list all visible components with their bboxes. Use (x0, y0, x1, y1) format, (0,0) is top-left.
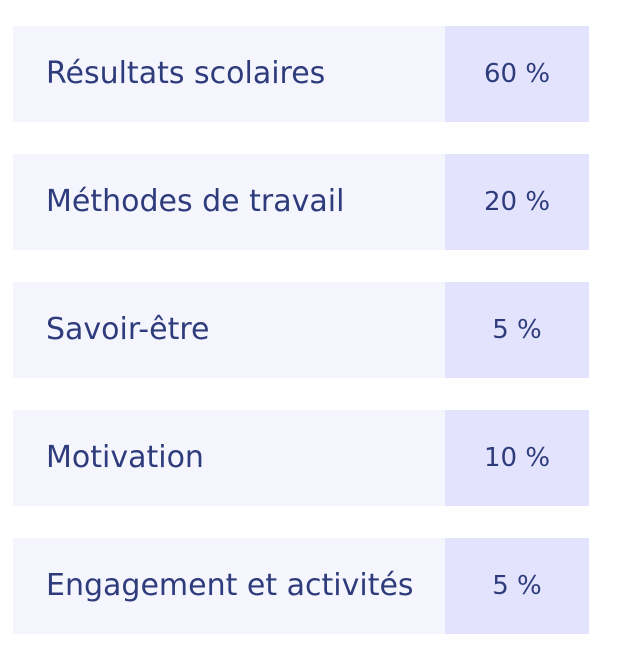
criterion-label: Motivation (13, 410, 445, 506)
criterion-weight: 10 % (445, 410, 589, 506)
criterion-row-savoir-etre: Savoir-être 5 % (13, 282, 589, 378)
criterion-label: Résultats scolaires (13, 26, 445, 122)
criterion-weight: 5 % (445, 282, 589, 378)
criterion-label: Méthodes de travail (13, 154, 445, 250)
criterion-weight: 20 % (445, 154, 589, 250)
criterion-row-motivation: Motivation 10 % (13, 410, 589, 506)
criterion-label: Savoir-être (13, 282, 445, 378)
criterion-row-methodes-de-travail: Méthodes de travail 20 % (13, 154, 589, 250)
criterion-row-engagement-et-activites: Engagement et activités 5 % (13, 538, 589, 634)
criterion-label: Engagement et activités (13, 538, 445, 634)
criterion-weight: 5 % (445, 538, 589, 634)
criterion-row-resultats-scolaires: Résultats scolaires 60 % (13, 26, 589, 122)
criterion-weight: 60 % (445, 26, 589, 122)
